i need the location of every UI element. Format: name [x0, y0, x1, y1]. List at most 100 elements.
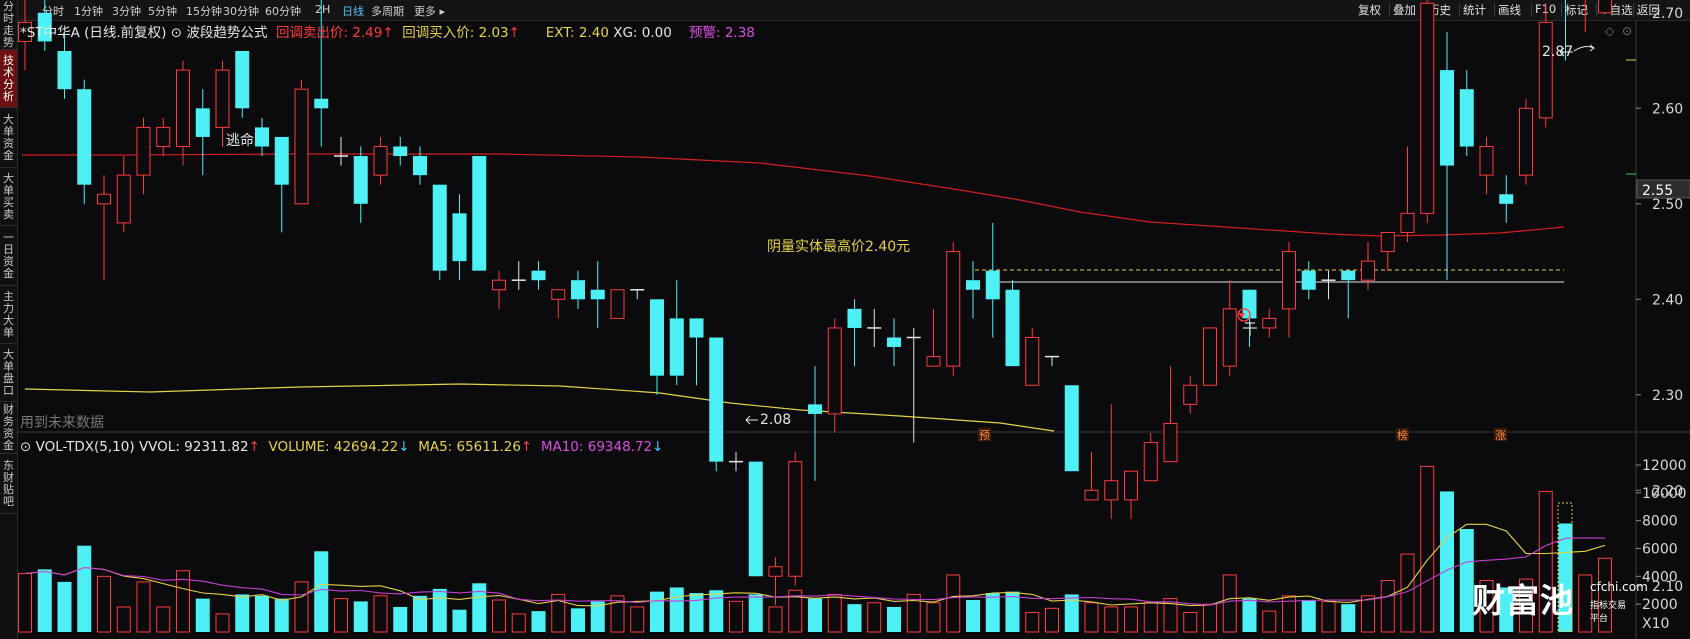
period-tab[interactable]: 1分钟 [74, 5, 103, 18]
volume-bar [37, 569, 52, 632]
candle-body [1203, 327, 1217, 386]
volume-ma10-line [24, 537, 1606, 606]
candle-body [1420, 2, 1435, 214]
vol-indicator-name[interactable]: VOL-TDX(5,10) [35, 439, 135, 455]
toolbar-separator [1459, 3, 1460, 17]
period-tab[interactable]: 15分钟 [186, 5, 222, 18]
down-arrow-icon: ↓ [398, 439, 410, 455]
volume-bar [1538, 490, 1553, 633]
candle-body [1005, 289, 1020, 367]
toolbar-button[interactable]: 复权 [1358, 3, 1381, 17]
diamond-icon: ◇ [1605, 24, 1615, 38]
toolbar-separator [1561, 3, 1562, 17]
sidebar-tab[interactable]: 分时走势 [0, 0, 17, 50]
candle-body [215, 69, 230, 128]
period-tab[interactable]: 更多 ▸ [414, 5, 446, 18]
cursor-icon [1243, 322, 1257, 336]
toolbar-separator [1596, 3, 1597, 17]
candle-body [1143, 442, 1158, 482]
candle-body [689, 318, 704, 338]
volume-bar [1005, 591, 1020, 632]
indicator-dropdown-icon[interactable]: ⊙ [20, 439, 32, 455]
buy-price: 回调买入价: 2.03 [402, 25, 509, 41]
sidebar-tab[interactable]: 大单盘口 [0, 344, 17, 402]
toolbar-button[interactable]: 统计 [1463, 3, 1486, 17]
candle-body [1538, 21, 1553, 119]
volume-bar [887, 606, 901, 632]
sidebar-tab[interactable]: 技术分析 [0, 50, 17, 108]
down-arrow-icon: ↓ [652, 439, 664, 455]
sidebar-tab[interactable]: 财务资金 [0, 402, 17, 454]
toolbar-button[interactable]: 标记 [1565, 3, 1588, 17]
candle-body [1242, 289, 1257, 319]
candle-body [551, 289, 566, 300]
candle-body [37, 12, 52, 42]
candle-body [1282, 251, 1296, 310]
up-arrow-icon: ↑ [508, 25, 520, 41]
candle-body [748, 461, 763, 577]
period-tab[interactable]: 多周期 [371, 5, 404, 18]
volume-bar [97, 575, 111, 633]
volume-legend: ⊙ VOL-TDX(5,10) VVOL: 92311.82↑ VOLUME: … [20, 439, 663, 455]
candle-body [1064, 385, 1079, 472]
price-axis-label: 2.60 [1652, 101, 1683, 117]
toolbar-button[interactable]: 叠加 [1393, 3, 1416, 17]
volume-bar [1479, 580, 1494, 633]
candle-body [373, 146, 388, 176]
up-arrow-icon: ↑ [382, 25, 394, 41]
volume-bar [689, 593, 704, 632]
period-toolbar: 分时 1分钟 3分钟 5分钟 15分钟 30分钟 60分钟 2H 日线 多周期 更多 ▸ 复权 叠加历… [18, 0, 1690, 21]
volume-bar [1578, 574, 1593, 633]
sidebar-tab[interactable]: 主力大单 [0, 286, 17, 344]
volume-bar [1341, 604, 1356, 632]
candle-body [827, 327, 842, 415]
candle-body [590, 289, 605, 300]
volume-bar [1124, 606, 1138, 633]
candle-body [946, 251, 961, 367]
candle-body [1341, 270, 1356, 281]
volume-axis-label: 10000 [1642, 486, 1687, 502]
indicator-dropdown-icon[interactable]: ⊙ [170, 25, 183, 41]
stock-name: *ST中华A [20, 25, 80, 41]
toolbar-separator [1633, 3, 1634, 17]
ma10-value: MA10: 69348.72 [540, 439, 653, 455]
volume-bar [1420, 465, 1435, 633]
sidebar-tab[interactable]: 一日资金 [0, 226, 17, 286]
left-sidebar: 分时走势 技术分析 大单资金 大单买卖 一日资金 主力大单 大单盘口 财务资金 东财贴吧 [0, 0, 18, 639]
volume-bar [709, 590, 724, 632]
candle-body [887, 337, 901, 348]
price-mode: (日线.前复权) [84, 25, 167, 41]
sidebar-tab[interactable]: 大单买卖 [0, 168, 17, 226]
candle-body [1183, 384, 1198, 405]
price-axis-label: 2.10 [1652, 579, 1683, 595]
candle-body [1519, 107, 1533, 176]
period-tab[interactable]: 2H [315, 3, 331, 16]
volume-bar [1222, 574, 1237, 633]
candle-body [669, 318, 684, 376]
sell-price: 回调卖出价: 2.49 [275, 25, 383, 41]
toolbar-button[interactable]: 返回 [1637, 3, 1660, 17]
volume-bar [906, 593, 921, 633]
sidebar-tab[interactable]: 东财贴吧 [0, 454, 17, 514]
candle-body [255, 127, 269, 147]
volume-bar [531, 611, 546, 632]
period-tab[interactable]: 30分钟 [223, 5, 259, 18]
logo-brand: 财富池 [1472, 581, 1574, 620]
candle-body [1459, 89, 1474, 147]
period-tab[interactable]: 5分钟 [148, 5, 177, 18]
candle-body [1440, 70, 1454, 166]
candle-body [314, 98, 329, 109]
indicator-name[interactable]: 波段趋势公式 [186, 25, 268, 41]
period-tab[interactable]: 3分钟 [112, 5, 141, 18]
volume-bar [610, 595, 625, 633]
candle-body [176, 69, 190, 147]
sidebar-tab[interactable]: 大单资金 [0, 108, 17, 168]
toolbar-button[interactable]: 画线 [1498, 3, 1521, 17]
period-tab[interactable]: 60分钟 [265, 5, 301, 18]
candle-body [768, 566, 783, 577]
volume-bar [393, 606, 408, 632]
period-tab[interactable]: 日线 [342, 5, 364, 18]
candle-body [1301, 270, 1316, 290]
ext-value: EXT: 2.40 [545, 25, 609, 41]
